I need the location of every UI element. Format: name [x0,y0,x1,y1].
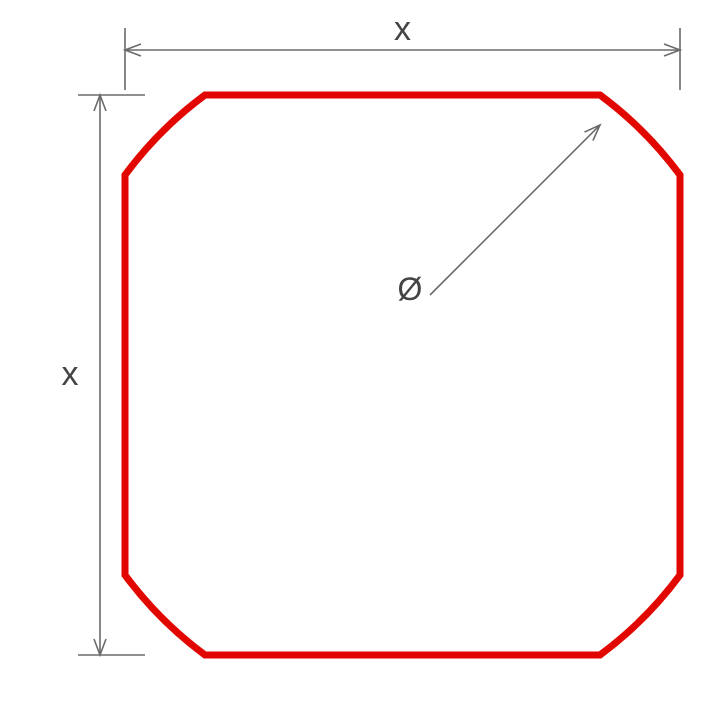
radius-label: Ø [398,271,423,307]
dimension-left: x [62,95,146,655]
radius-leader: Ø [398,125,600,307]
top-dimension-label: x [394,10,411,48]
dimension-top: x [125,10,680,90]
chamfered-square-shape [125,95,680,655]
left-dimension-label: x [62,355,79,393]
technical-drawing: x x Ø [0,0,709,709]
radius-line [430,125,600,295]
